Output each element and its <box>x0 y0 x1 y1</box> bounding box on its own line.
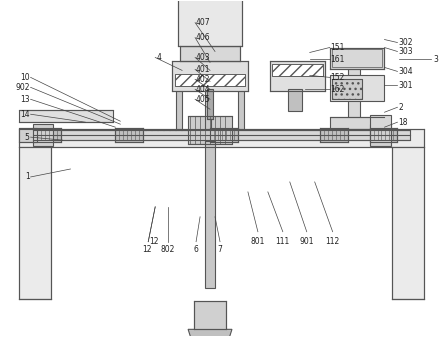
Text: 18: 18 <box>398 118 408 127</box>
Bar <box>332 50 382 67</box>
Bar <box>19 129 424 147</box>
Bar <box>207 89 213 119</box>
Bar <box>369 128 397 142</box>
Text: 1: 1 <box>25 173 30 181</box>
Bar <box>115 128 143 142</box>
Bar <box>272 64 323 76</box>
Bar <box>19 147 51 300</box>
Text: 303: 303 <box>398 47 413 56</box>
Bar <box>19 128 37 142</box>
Text: 4: 4 <box>156 53 161 62</box>
Bar <box>369 115 392 129</box>
Text: 161: 161 <box>330 55 345 64</box>
Text: 12: 12 <box>149 237 159 246</box>
Text: 111: 111 <box>276 237 290 246</box>
Bar <box>19 110 113 122</box>
Text: 6: 6 <box>194 245 198 254</box>
Text: 304: 304 <box>398 67 413 76</box>
Bar <box>332 80 361 99</box>
Text: 302: 302 <box>398 38 413 47</box>
Bar <box>272 64 323 76</box>
Bar <box>330 75 385 101</box>
Text: 404: 404 <box>196 85 211 94</box>
Bar <box>270 61 325 91</box>
Bar <box>332 80 361 99</box>
Text: 802: 802 <box>161 245 175 254</box>
Text: 14: 14 <box>20 110 30 119</box>
Bar <box>172 61 248 91</box>
Bar <box>205 50 211 129</box>
Bar <box>176 89 182 129</box>
Text: 401: 401 <box>196 65 210 74</box>
Text: 403: 403 <box>196 53 211 62</box>
Text: 801: 801 <box>251 237 265 246</box>
Text: 10: 10 <box>20 73 30 82</box>
Bar <box>288 89 302 111</box>
Text: 901: 901 <box>299 237 314 246</box>
Text: 402: 402 <box>196 75 210 84</box>
Text: 301: 301 <box>398 81 413 90</box>
Bar <box>205 141 215 287</box>
Bar <box>188 116 232 144</box>
Bar <box>348 50 360 129</box>
Text: 406: 406 <box>196 33 211 42</box>
Text: 405: 405 <box>196 95 211 104</box>
Bar <box>330 117 385 129</box>
Bar <box>178 0 242 45</box>
Text: 151: 151 <box>330 43 345 52</box>
Text: 12: 12 <box>143 245 152 254</box>
Text: 112: 112 <box>326 237 340 246</box>
Bar <box>320 128 348 142</box>
Text: 162: 162 <box>330 85 345 94</box>
Text: 5: 5 <box>25 133 30 142</box>
Bar <box>369 124 392 146</box>
Text: 3: 3 <box>433 55 438 64</box>
Bar <box>175 74 245 86</box>
Bar <box>175 74 245 86</box>
Bar <box>392 147 424 300</box>
Text: 407: 407 <box>196 18 211 27</box>
Bar <box>194 302 226 329</box>
Bar <box>33 128 61 142</box>
Bar <box>330 48 385 69</box>
Bar <box>238 89 244 129</box>
Text: 152: 152 <box>330 73 345 82</box>
Bar <box>180 45 240 61</box>
Bar <box>33 130 410 140</box>
Text: 13: 13 <box>20 95 30 104</box>
Bar <box>33 124 53 146</box>
Text: 902: 902 <box>15 83 30 92</box>
Text: 7: 7 <box>218 245 222 254</box>
Bar <box>210 128 238 142</box>
Polygon shape <box>188 329 232 337</box>
Text: 2: 2 <box>398 103 403 112</box>
